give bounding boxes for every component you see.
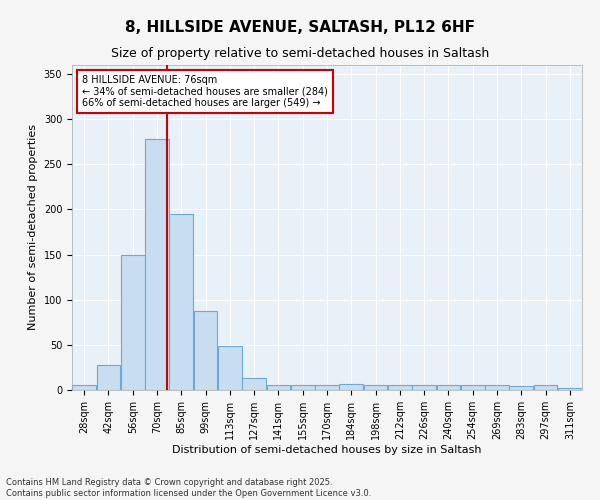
Y-axis label: Number of semi-detached properties: Number of semi-detached properties: [28, 124, 38, 330]
Title: 8, HILLSIDE AVENUE, SALTASH, PL12 6HF
Size of property relative to semi-detached: 8, HILLSIDE AVENUE, SALTASH, PL12 6HF Si…: [0, 499, 1, 500]
Bar: [461, 386, 485, 390]
Text: 8, HILLSIDE AVENUE, SALTASH, PL12 6HF: 8, HILLSIDE AVENUE, SALTASH, PL12 6HF: [125, 20, 475, 35]
Bar: [485, 386, 509, 390]
Bar: [97, 364, 121, 390]
Bar: [266, 386, 290, 390]
Text: Size of property relative to semi-detached houses in Saltash: Size of property relative to semi-detach…: [111, 48, 489, 60]
Bar: [340, 384, 363, 390]
Bar: [291, 386, 314, 390]
Bar: [437, 386, 460, 390]
Bar: [315, 386, 339, 390]
Bar: [412, 386, 436, 390]
Bar: [364, 386, 388, 390]
Bar: [169, 214, 193, 390]
Bar: [242, 378, 266, 390]
Text: 8 HILLSIDE AVENUE: 76sqm
← 34% of semi-detached houses are smaller (284)
66% of : 8 HILLSIDE AVENUE: 76sqm ← 34% of semi-d…: [82, 74, 328, 108]
Bar: [194, 310, 217, 390]
Bar: [509, 386, 533, 390]
Bar: [72, 386, 96, 390]
X-axis label: Distribution of semi-detached houses by size in Saltash: Distribution of semi-detached houses by …: [172, 444, 482, 454]
Bar: [388, 386, 412, 390]
Bar: [218, 346, 242, 390]
Bar: [558, 388, 582, 390]
Bar: [533, 386, 557, 390]
Text: Contains HM Land Registry data © Crown copyright and database right 2025.
Contai: Contains HM Land Registry data © Crown c…: [6, 478, 371, 498]
Bar: [121, 254, 145, 390]
Bar: [145, 139, 169, 390]
